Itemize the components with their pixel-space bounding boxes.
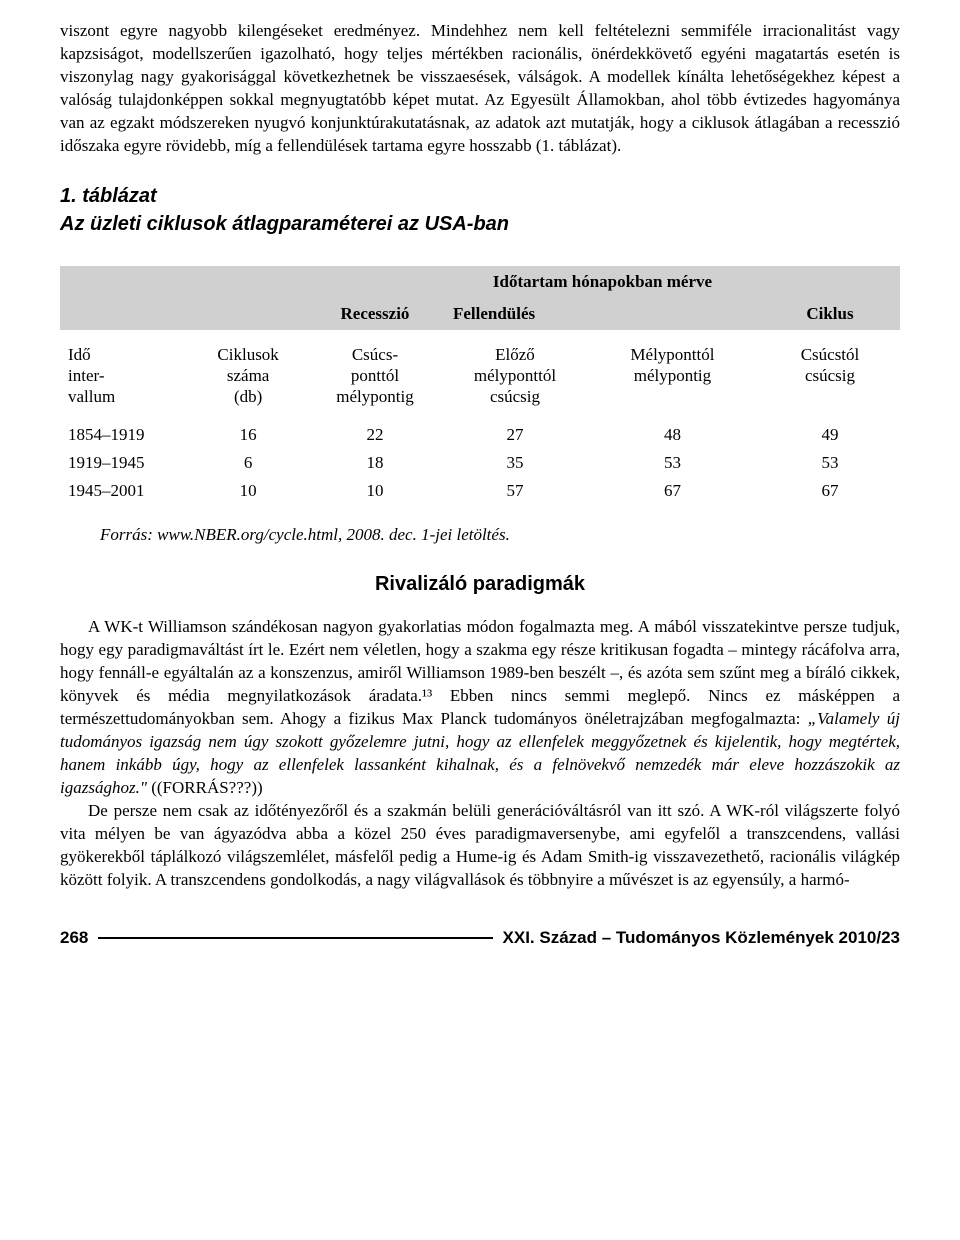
- col-fellendules: Fellendülés: [445, 298, 760, 330]
- paragraph-3: De persze nem csak az időtényezőről és a…: [60, 800, 900, 892]
- para2-text-b: ((FORRÁS???)): [147, 778, 263, 797]
- table-row: 1854–1919 16 22 27 48 49: [60, 421, 900, 449]
- col-ciklus: Ciklus: [760, 298, 900, 330]
- data-table: Időtartam hónapokban mérve Recesszió Fel…: [60, 266, 900, 506]
- table-row: 1945–2001 10 10 57 67 67: [60, 477, 900, 505]
- footer-rule: [98, 937, 492, 939]
- table-title: Az üzleti ciklusok átlagparaméterei az U…: [60, 210, 900, 238]
- top-paragraph: viszont egyre nagyobb kilengéseket eredm…: [60, 20, 900, 158]
- table-source: Forrás: www.NBER.org/cycle.html, 2008. d…: [100, 525, 900, 545]
- table-row: 1919–1945 6 18 35 53 53: [60, 449, 900, 477]
- paragraph-2: A WK-t Williamson szándékosan nagyon gya…: [60, 616, 900, 800]
- table-heading: 1. táblázat Az üzleti ciklusok átlagpara…: [60, 182, 900, 238]
- page-footer: 268 XXI. Század – Tudományos Közlemények…: [60, 928, 900, 948]
- col-recesszio: Recesszió: [305, 298, 445, 330]
- table-spanner: Időtartam hónapokban mérve: [305, 266, 900, 298]
- para2-text-a: A WK-t Williamson szándékosan nagyon gya…: [60, 617, 900, 728]
- table-number: 1. táblázat: [60, 182, 900, 210]
- journal-name: XXI. Század – Tudományos Közlemények 201…: [503, 928, 900, 948]
- page-number: 268: [60, 928, 98, 948]
- section-title: Rivalizáló paradigmák: [60, 573, 900, 596]
